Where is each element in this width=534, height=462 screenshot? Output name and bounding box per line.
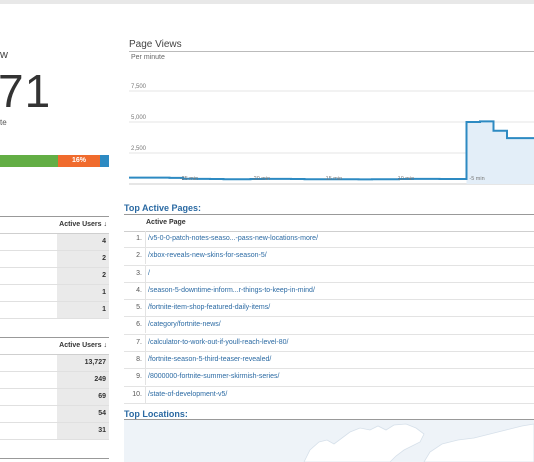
table-row[interactable]: 1 xyxy=(0,302,109,319)
locations-map[interactable] xyxy=(124,420,534,462)
x-tick-label: -5 min xyxy=(469,176,484,182)
page-views-divider xyxy=(129,51,534,52)
active-page-row[interactable]: 3. / xyxy=(124,265,534,283)
page-views-line xyxy=(129,120,534,181)
top-bar xyxy=(0,0,534,4)
active-page-link[interactable]: /calculator-to-work-out-if-youll-reach-l… xyxy=(148,338,289,346)
x-tick-label: -20 min xyxy=(252,176,270,182)
row-divider xyxy=(145,265,146,282)
row-number: 3. xyxy=(136,269,142,277)
row-divider xyxy=(145,334,146,351)
table-row[interactable]: 13,727 xyxy=(0,355,109,372)
active-page-row[interactable]: 5. /fortnite-item-shop-featured-daily-ite… xyxy=(124,300,534,318)
active-users-value: 1 xyxy=(57,302,109,318)
active-page-row[interactable]: 6. /category/fortnite-news/ xyxy=(124,317,534,335)
active-users-count: 71 xyxy=(0,65,52,117)
active-users-sort-header[interactable]: Active Users ↓ xyxy=(59,342,107,349)
active-users-value: 31 xyxy=(57,423,109,439)
table-header: Active Users ↓ xyxy=(0,216,109,234)
row-number: 5. xyxy=(136,304,142,312)
page-views-subtitle: Per minute xyxy=(131,54,165,61)
active-page-link[interactable]: /8000000-fortnite-summer-skirmish-series… xyxy=(148,373,280,381)
active-pages-header-row: Active Page xyxy=(124,214,534,232)
x-tick-label: -15 min xyxy=(324,176,342,182)
active-users-value: 4 xyxy=(57,234,109,250)
device-segment-desktop xyxy=(0,155,58,167)
active-page-link[interactable]: / xyxy=(148,269,150,277)
row-divider xyxy=(145,300,146,317)
locations-divider xyxy=(124,419,534,420)
active-users-value: 249 xyxy=(57,372,109,388)
table-row[interactable]: 4 xyxy=(0,234,109,251)
table-row[interactable]: 1 xyxy=(0,285,109,302)
row-number: 7. xyxy=(136,338,142,346)
active-users-value: 13,727 xyxy=(57,355,109,371)
table-row[interactable]: 31 xyxy=(0,423,109,440)
active-page-link[interactable]: /category/fortnite-news/ xyxy=(148,321,221,329)
x-tick-label: -25 min xyxy=(180,176,198,182)
active-users-value: 54 xyxy=(57,406,109,422)
right-now-label: w xyxy=(0,49,8,61)
table-row[interactable]: 249 xyxy=(0,372,109,389)
active-page-row[interactable]: 9. /8000000-fortnite-summer-skirmish-seri… xyxy=(124,369,534,387)
row-divider xyxy=(145,282,146,299)
table-row[interactable]: 54 xyxy=(0,406,109,423)
table-divider xyxy=(0,458,109,459)
active-users-value: 69 xyxy=(57,389,109,405)
active-page-row[interactable]: 2. /xbox-reveals-new-skins-for-season-5/ xyxy=(124,248,534,266)
active-page-row[interactable]: 7. /calculator-to-work-out-if-youll-reach… xyxy=(124,334,534,353)
row-divider xyxy=(145,352,146,369)
y-tick-label: 7,500 xyxy=(131,84,147,90)
active-users-value: 2 xyxy=(57,268,109,284)
active-users-sublabel: te xyxy=(0,118,7,127)
active-page-row[interactable]: 4. /season-5-downtime-inform...r-things-t… xyxy=(124,282,534,301)
row-number: 1. xyxy=(136,235,142,242)
row-number: 8. xyxy=(136,356,142,364)
top-locations-title: Top Locations: xyxy=(124,409,188,419)
table-row[interactable]: 69 xyxy=(0,389,109,406)
row-divider xyxy=(145,231,146,247)
row-number: 2. xyxy=(136,252,142,260)
table-header: Active Users ↓ xyxy=(0,337,109,355)
active-page-link[interactable]: /v5-0-0-patch-notes-seaso...-pass-new-lo… xyxy=(148,235,319,242)
world-map-shape xyxy=(303,423,534,462)
table-row[interactable]: 2 xyxy=(0,251,109,268)
active-page-link[interactable]: /season-5-downtime-inform...r-things-to-… xyxy=(148,286,315,294)
top-referrals-table: Active Users ↓ 4 2 2 1 1 xyxy=(0,216,109,319)
active-users-sort-header[interactable]: Active Users ↓ xyxy=(59,221,107,228)
active-page-column-header: Active Page xyxy=(146,219,186,226)
page-views-title: Page Views xyxy=(129,39,182,50)
row-divider xyxy=(145,317,146,334)
active-page-row[interactable]: 1. /v5-0-0-patch-notes-seaso...-pass-new-… xyxy=(124,231,534,249)
active-page-link[interactable]: /state-of-development-v5/ xyxy=(148,390,228,398)
y-tick-label: 5,000 xyxy=(131,115,147,121)
device-category-bar: 16% xyxy=(0,155,109,167)
active-page-row[interactable]: 10. /state-of-development-v5/ xyxy=(124,386,534,404)
row-number: 6. xyxy=(136,321,142,329)
row-divider xyxy=(145,386,146,403)
device-segment-mobile: 16% xyxy=(58,155,100,167)
row-divider xyxy=(145,369,146,386)
row-divider xyxy=(145,248,146,265)
device-segment-tablet xyxy=(100,155,109,167)
row-number: 10. xyxy=(132,390,142,398)
active-pages-list: 1. /v5-0-0-patch-notes-seaso...-pass-new-… xyxy=(124,231,534,404)
active-page-link[interactable]: /fortnite-item-shop-featured-daily-items… xyxy=(148,304,271,312)
active-page-row[interactable]: 8. /fortnite-season-5-third-teaser-reveal… xyxy=(124,352,534,370)
table-row[interactable]: 2 xyxy=(0,268,109,285)
active-users-value: 2 xyxy=(57,251,109,267)
row-number: 9. xyxy=(136,373,142,381)
page-views-chart: 7,500 5,000 2,500 -25 min -20 min -15 min -10 … xyxy=(129,84,534,185)
active-page-link[interactable]: /xbox-reveals-new-skins-for-season-5/ xyxy=(148,252,267,260)
active-users-value: 1 xyxy=(57,285,109,301)
x-tick-label: -10 min xyxy=(396,176,414,182)
y-tick-label: 2,500 xyxy=(131,146,147,152)
active-page-link[interactable]: /fortnite-season-5-third-teaser-revealed… xyxy=(148,356,272,364)
top-social-table: Active Users ↓ 13,727 249 69 54 31 xyxy=(0,337,109,440)
recent-area xyxy=(466,121,534,184)
top-active-pages-title: Top Active Pages: xyxy=(124,203,202,213)
row-number: 4. xyxy=(136,286,142,294)
